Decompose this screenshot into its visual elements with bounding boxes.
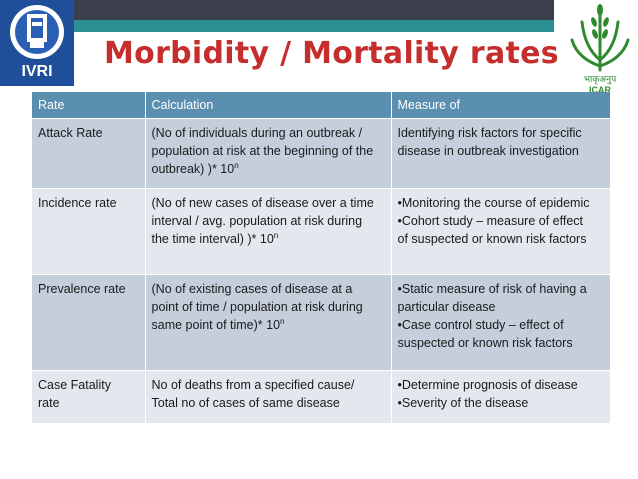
measure-line: •Cohort study – measure of effect [397, 214, 584, 228]
column-header-rate: Rate [32, 92, 146, 119]
measure-line: •Determine prognosis of disease [397, 378, 578, 392]
rate-cell: Case Fatality rate [32, 370, 146, 423]
table-row: Attack Rate (No of individuals during an… [32, 118, 611, 189]
ivri-logo: IVRI [0, 0, 74, 86]
top-bar-dark [70, 0, 554, 20]
exponent: n [234, 161, 239, 170]
measure-line: •Static measure of risk of having a [397, 282, 587, 296]
measure-cell: •Monitoring the course of epidemic •Coho… [391, 188, 611, 275]
calculation-line: (No of individuals during an outbreak / [151, 126, 363, 140]
rate-cell: Prevalence rate [32, 274, 146, 371]
calculation-line: No of deaths from a specified cause/ [151, 378, 355, 392]
measure-line: •Severity of the disease [397, 396, 529, 410]
calculation-cell: (No of individuals during an outbreak / … [145, 118, 392, 189]
slide-title: Morbidity / Mortality rates [104, 36, 559, 71]
calculation-cell: (No of new cases of disease over a time … [145, 188, 392, 275]
measure-cell: •Determine prognosis of disease •Severit… [391, 370, 611, 423]
icar-logo-hindi: भाकृअनुप [584, 75, 617, 85]
calculation-line: population at risk at the beginning of t… [151, 144, 374, 158]
measure-cell: •Static measure of risk of having a part… [391, 274, 611, 371]
measure-line: of suspected or known risk factors [397, 232, 587, 246]
measure-cell: Identifying risk factors for specific di… [391, 118, 611, 189]
calculation-line: point of time / population at risk durin… [151, 300, 363, 314]
exponent: n [273, 231, 279, 240]
calculation-line: (No of new cases of disease over a time [151, 196, 374, 210]
measure-line: •Monitoring the course of epidemic [397, 196, 590, 210]
calculation-cell: (No of existing cases of disease at a po… [145, 274, 392, 371]
icar-logo: भाकृअनुप ICAR [570, 4, 630, 95]
rate-cell: Incidence rate [32, 188, 146, 275]
measure-line: disease in outbreak investigation [397, 144, 579, 158]
icar-logo-text: ICAR [589, 85, 611, 95]
ivri-logo-text: IVRI [21, 63, 52, 80]
calculation-line: Total no of cases of same disease [151, 396, 340, 410]
calculation-line-last: same point of time)* 10n [152, 316, 385, 334]
measure-line: suspected or known risk factors [397, 336, 573, 350]
calculation-text: same point of time)* 10 [151, 318, 281, 332]
table-row: Case Fatality rate No of deaths from a s… [32, 370, 611, 423]
rates-table: Rate Calculation Measure of Attack Rate … [32, 92, 611, 423]
column-header-measure: Measure of [391, 92, 611, 119]
exponent: n [280, 317, 285, 326]
calculation-text: outbreak) )* 10 [151, 162, 235, 176]
rate-line: rate [38, 396, 60, 410]
rate-cell: Attack Rate [32, 118, 146, 189]
table-row: Prevalence rate (No of existing cases of… [32, 274, 611, 371]
calculation-line-last: the time interval) )* 10n [152, 230, 385, 248]
rate-line: Case Fatality [38, 378, 111, 392]
table-header-row: Rate Calculation Measure of [32, 92, 611, 119]
rate-line: Attack Rate [38, 126, 103, 140]
calculation-line-last: outbreak) )* 10n [152, 160, 385, 178]
measure-line: •Case control study – effect of [397, 318, 564, 332]
column-header-calculation: Calculation [145, 92, 392, 119]
rate-line: Prevalence rate [38, 282, 126, 296]
measure-line: Identifying risk factors for specific [397, 126, 582, 140]
calculation-line: (No of existing cases of disease at a [151, 282, 353, 296]
table-row: Incidence rate (No of new cases of disea… [32, 188, 611, 275]
measure-line: particular disease [397, 300, 496, 314]
calculation-text: the time interval) )* 10 [151, 232, 274, 246]
calculation-line: interval / avg. population at risk durin… [151, 214, 363, 228]
top-bar-teal [70, 20, 554, 32]
calculation-cell: No of deaths from a specified cause/ Tot… [145, 370, 392, 423]
rate-line: Incidence rate [38, 196, 117, 210]
